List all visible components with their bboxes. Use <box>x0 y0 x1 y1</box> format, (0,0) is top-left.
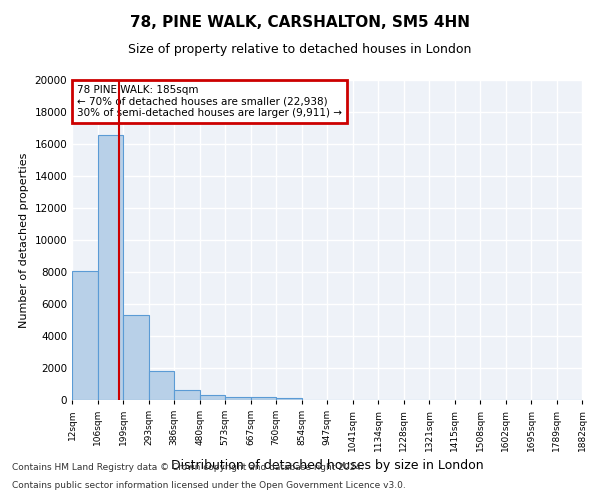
Text: Size of property relative to detached houses in London: Size of property relative to detached ho… <box>128 42 472 56</box>
Bar <box>149 371 174 400</box>
Bar <box>174 390 200 400</box>
Bar <box>123 315 149 400</box>
Bar <box>98 135 123 400</box>
Bar <box>276 398 302 400</box>
Text: 78, PINE WALK, CARSHALTON, SM5 4HN: 78, PINE WALK, CARSHALTON, SM5 4HN <box>130 15 470 30</box>
Bar <box>200 395 225 400</box>
Y-axis label: Number of detached properties: Number of detached properties <box>19 152 29 328</box>
Bar <box>225 397 251 400</box>
Bar <box>72 271 98 400</box>
Bar <box>251 397 276 400</box>
Text: 78 PINE WALK: 185sqm
← 70% of detached houses are smaller (22,938)
30% of semi-d: 78 PINE WALK: 185sqm ← 70% of detached h… <box>77 85 342 118</box>
Text: Contains public sector information licensed under the Open Government Licence v3: Contains public sector information licen… <box>12 481 406 490</box>
Text: Contains HM Land Registry data © Crown copyright and database right 2024.: Contains HM Land Registry data © Crown c… <box>12 464 364 472</box>
X-axis label: Distribution of detached houses by size in London: Distribution of detached houses by size … <box>170 460 484 472</box>
